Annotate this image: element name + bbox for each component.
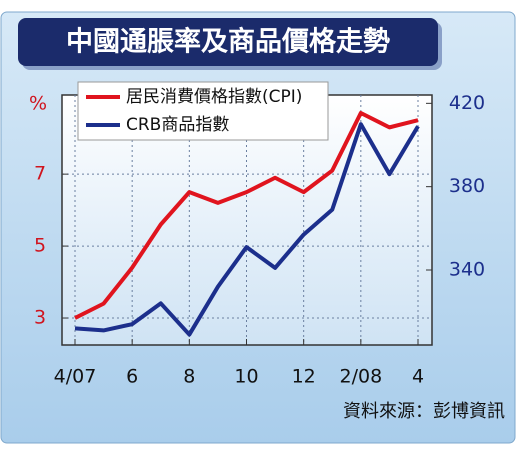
source: 資料來源：彭博資訊: [343, 401, 505, 422]
x-tick-label: 12: [292, 366, 316, 388]
legend-label: CRB商品指數: [126, 115, 229, 135]
y2-tick-label: 340: [449, 259, 485, 281]
x-tick-label: 2/08: [339, 366, 382, 388]
y-tick-label: 5: [34, 235, 46, 257]
title-banner: [18, 18, 438, 66]
series-line: [74, 110, 419, 320]
x-tick-label: 6: [126, 366, 138, 388]
legend-box: [77, 81, 329, 141]
x-tick-label: 8: [183, 366, 195, 388]
y-tick-label: 7: [34, 163, 46, 185]
y-tick-label: 3: [34, 307, 46, 329]
x-tick-label: 4: [412, 366, 424, 388]
chart-title: 中國通脹率及商品價格走勢: [66, 26, 390, 58]
x-tick-label: 4/07: [54, 366, 97, 388]
y-axis-label: %: [29, 93, 47, 115]
legend-label: 居民消費價格指數(CPI): [126, 87, 302, 107]
y2-tick-label: 420: [449, 92, 485, 114]
y2-tick-label: 380: [449, 175, 485, 197]
x-tick-label: 10: [234, 366, 258, 388]
series-line: [74, 122, 420, 337]
